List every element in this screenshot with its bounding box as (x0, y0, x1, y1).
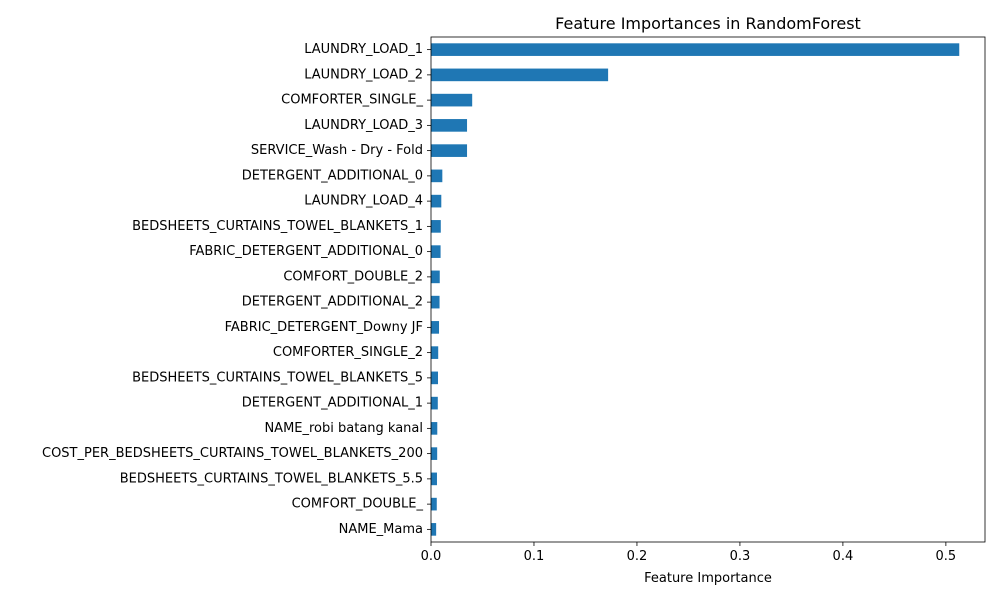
y-tick-label-0: LAUNDRY_LOAD_1 (304, 42, 423, 57)
bar-17 (431, 472, 437, 486)
bar-14 (431, 396, 438, 410)
y-tick-label-13: BEDSHEETS_CURTAINS_TOWEL_BLANKETS_5 (132, 370, 423, 385)
bar-9 (431, 270, 440, 284)
bar-3 (431, 119, 468, 132)
bar-8 (431, 245, 441, 258)
y-tick-label-7: BEDSHEETS_CURTAINS_TOWEL_BLANKETS_1 (132, 219, 423, 234)
bar-12 (431, 346, 439, 359)
bar-4 (431, 144, 468, 157)
axes-layer (430, 36, 986, 543)
y-tick-label-11: FABRIC_DETERGENT_Downy JF (225, 320, 423, 335)
bar-5 (431, 169, 443, 183)
y-tick-label-4: SERVICE_Wash - Dry - Fold (251, 143, 423, 158)
x-tick-label-2: 0.2 (627, 549, 648, 564)
y-tick-label-17: BEDSHEETS_CURTAINS_TOWEL_BLANKETS_5.5 (120, 471, 423, 486)
y-tick-label-18: COMFORT_DOUBLE_ (292, 497, 424, 512)
y-tick-label-16: COST_PER_BEDSHEETS_CURTAINS_TOWEL_BLANKE… (42, 446, 423, 461)
y-tick-label-2: COMFORTER_SINGLE_ (281, 93, 423, 108)
y-tick-label-14: DETERGENT_ADDITIONAL_1 (242, 396, 423, 411)
plot-frame (430, 36, 986, 543)
y-tick-label-19: NAME_Mama (339, 522, 423, 537)
bar-0 (431, 43, 960, 56)
y-tick-label-8: FABRIC_DETERGENT_ADDITIONAL_0 (189, 244, 423, 259)
x-tick-label-4: 0.4 (833, 549, 854, 564)
ticks-layer: LAUNDRY_LOAD_1 LAUNDRY_LOAD_2 COMFORTER_SI… (42, 42, 956, 564)
y-tick-label-15: NAME_robi batang kanal (264, 421, 423, 436)
y-tick-label-10: DETERGENT_ADDITIONAL_2 (242, 295, 423, 310)
y-tick-label-9: COMFORT_DOUBLE_2 (283, 269, 423, 284)
x-tick-label-1: 0.1 (524, 549, 545, 564)
x-axis-label: Feature Importance (644, 571, 772, 586)
y-tick-label-5: DETERGENT_ADDITIONAL_0 (242, 168, 423, 183)
bar-6 (431, 194, 442, 208)
bar-13 (431, 371, 439, 385)
y-tick-label-12: COMFORTER_SINGLE_2 (273, 345, 423, 360)
x-tick-label-5: 0.5 (936, 549, 957, 564)
bar-7 (431, 220, 441, 233)
bars-layer (431, 43, 960, 536)
bar-2 (431, 93, 473, 107)
bar-19 (431, 523, 437, 536)
x-tick-label-0: 0.0 (421, 549, 442, 564)
y-tick-label-6: LAUNDRY_LOAD_4 (304, 194, 423, 209)
bar-1 (431, 68, 609, 82)
bar-16 (431, 447, 438, 460)
bar-18 (431, 497, 437, 511)
bar-11 (431, 321, 440, 334)
y-tick-label-1: LAUNDRY_LOAD_2 (304, 67, 423, 82)
bar-15 (431, 422, 438, 435)
chart-title: Feature Importances in RandomForest (555, 14, 861, 33)
bar-10 (431, 295, 440, 309)
y-tick-label-3: LAUNDRY_LOAD_3 (304, 118, 423, 133)
x-tick-label-3: 0.3 (730, 549, 751, 564)
